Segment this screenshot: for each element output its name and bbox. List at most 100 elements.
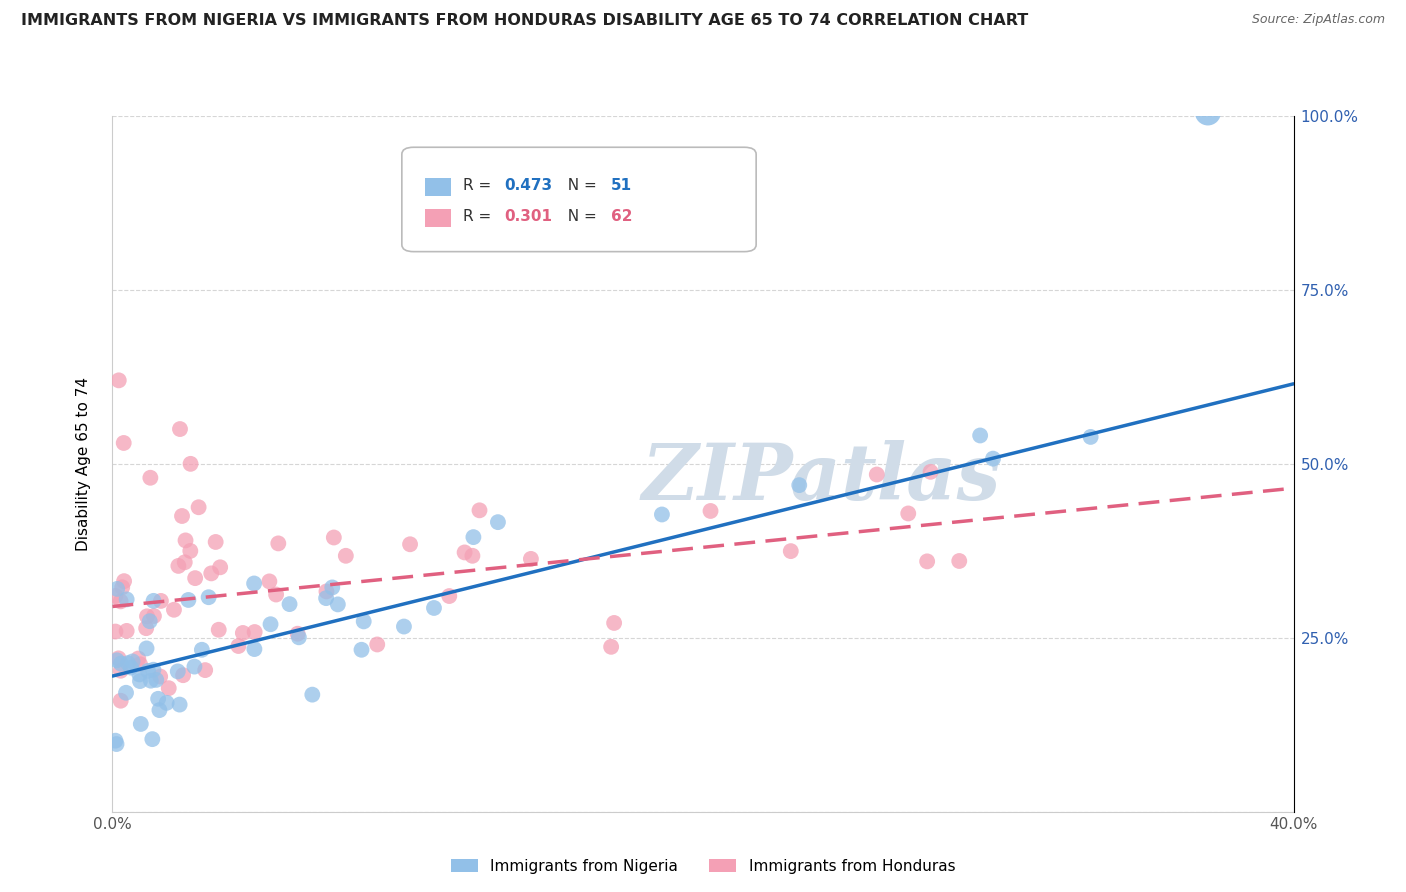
Point <box>287 626 309 640</box>
Point <box>243 625 266 640</box>
Text: R =: R = <box>463 178 496 193</box>
Point <box>149 594 172 608</box>
Point <box>111 580 134 594</box>
Point <box>321 581 343 595</box>
Point <box>136 609 159 624</box>
Point <box>264 587 287 601</box>
Point <box>259 617 281 632</box>
Point <box>105 582 128 596</box>
Point <box>600 640 623 654</box>
Point <box>866 467 889 482</box>
Point <box>197 591 219 605</box>
Point <box>180 457 202 471</box>
Point <box>315 591 337 606</box>
Point <box>191 642 214 657</box>
Point <box>366 637 388 651</box>
Point <box>486 515 509 529</box>
Point <box>779 544 801 558</box>
Point <box>172 668 194 682</box>
Point <box>169 422 191 436</box>
Text: ZIPatlas: ZIPatlas <box>641 440 1001 516</box>
Text: N =: N = <box>558 178 602 193</box>
Point <box>603 615 626 630</box>
Point <box>177 593 200 607</box>
Point <box>200 566 222 581</box>
Point <box>104 624 127 639</box>
Point <box>520 552 543 566</box>
Point <box>209 560 232 574</box>
Point <box>184 571 207 585</box>
Point <box>204 535 226 549</box>
FancyBboxPatch shape <box>426 209 451 227</box>
Point <box>170 508 193 523</box>
Point <box>146 691 169 706</box>
Point <box>135 621 157 635</box>
Point <box>110 664 132 678</box>
Point <box>129 717 152 731</box>
Point <box>187 500 209 515</box>
Point <box>145 673 167 687</box>
Text: 0.473: 0.473 <box>505 178 553 193</box>
Point <box>135 641 157 656</box>
Point <box>243 576 266 591</box>
Point <box>129 674 152 689</box>
Point <box>468 503 491 517</box>
Point <box>228 639 250 653</box>
Point <box>463 530 485 544</box>
Point <box>156 696 179 710</box>
Point <box>120 660 142 674</box>
Point <box>915 554 938 568</box>
Point <box>920 465 942 479</box>
Point <box>699 504 721 518</box>
Point <box>163 603 186 617</box>
Point <box>142 663 165 677</box>
Point <box>115 592 138 607</box>
Text: IMMIGRANTS FROM NIGERIA VS IMMIGRANTS FROM HONDURAS DISABILITY AGE 65 TO 74 CORR: IMMIGRANTS FROM NIGERIA VS IMMIGRANTS FR… <box>21 13 1028 29</box>
Point <box>232 626 254 640</box>
Text: 51: 51 <box>610 178 633 193</box>
Point <box>117 656 139 670</box>
Text: 0.301: 0.301 <box>505 210 553 225</box>
Point <box>139 471 162 485</box>
Point <box>139 673 162 688</box>
Y-axis label: Disability Age 65 to 74: Disability Age 65 to 74 <box>76 376 91 551</box>
Point <box>174 533 197 548</box>
Point <box>981 451 1004 466</box>
Point <box>1197 105 1219 120</box>
Text: N =: N = <box>558 210 602 225</box>
Point <box>141 732 163 747</box>
Point <box>107 373 129 387</box>
Point <box>423 601 446 615</box>
Point <box>461 549 484 563</box>
Point <box>127 651 149 665</box>
Point <box>969 428 991 442</box>
Point <box>142 609 165 624</box>
Point <box>128 667 150 681</box>
Point <box>121 654 143 668</box>
Point <box>136 664 159 678</box>
Point <box>169 698 191 712</box>
Point <box>439 589 461 603</box>
Legend: Immigrants from Nigeria, Immigrants from Honduras: Immigrants from Nigeria, Immigrants from… <box>444 853 962 880</box>
Point <box>948 554 970 568</box>
Point <box>148 703 170 717</box>
FancyBboxPatch shape <box>402 147 756 252</box>
Point <box>315 584 337 599</box>
Point <box>112 574 135 589</box>
Point <box>104 589 127 603</box>
Point <box>149 669 172 683</box>
Point <box>107 651 129 665</box>
Point <box>115 624 138 638</box>
Point <box>138 614 160 628</box>
Point <box>278 597 301 611</box>
Point <box>208 623 231 637</box>
Point <box>142 594 165 608</box>
Point <box>243 642 266 657</box>
Point <box>335 549 357 563</box>
Point <box>453 545 475 559</box>
Point <box>115 686 138 700</box>
Point <box>166 665 188 679</box>
Point <box>1080 430 1102 444</box>
Point <box>129 657 152 672</box>
Point <box>105 653 128 667</box>
